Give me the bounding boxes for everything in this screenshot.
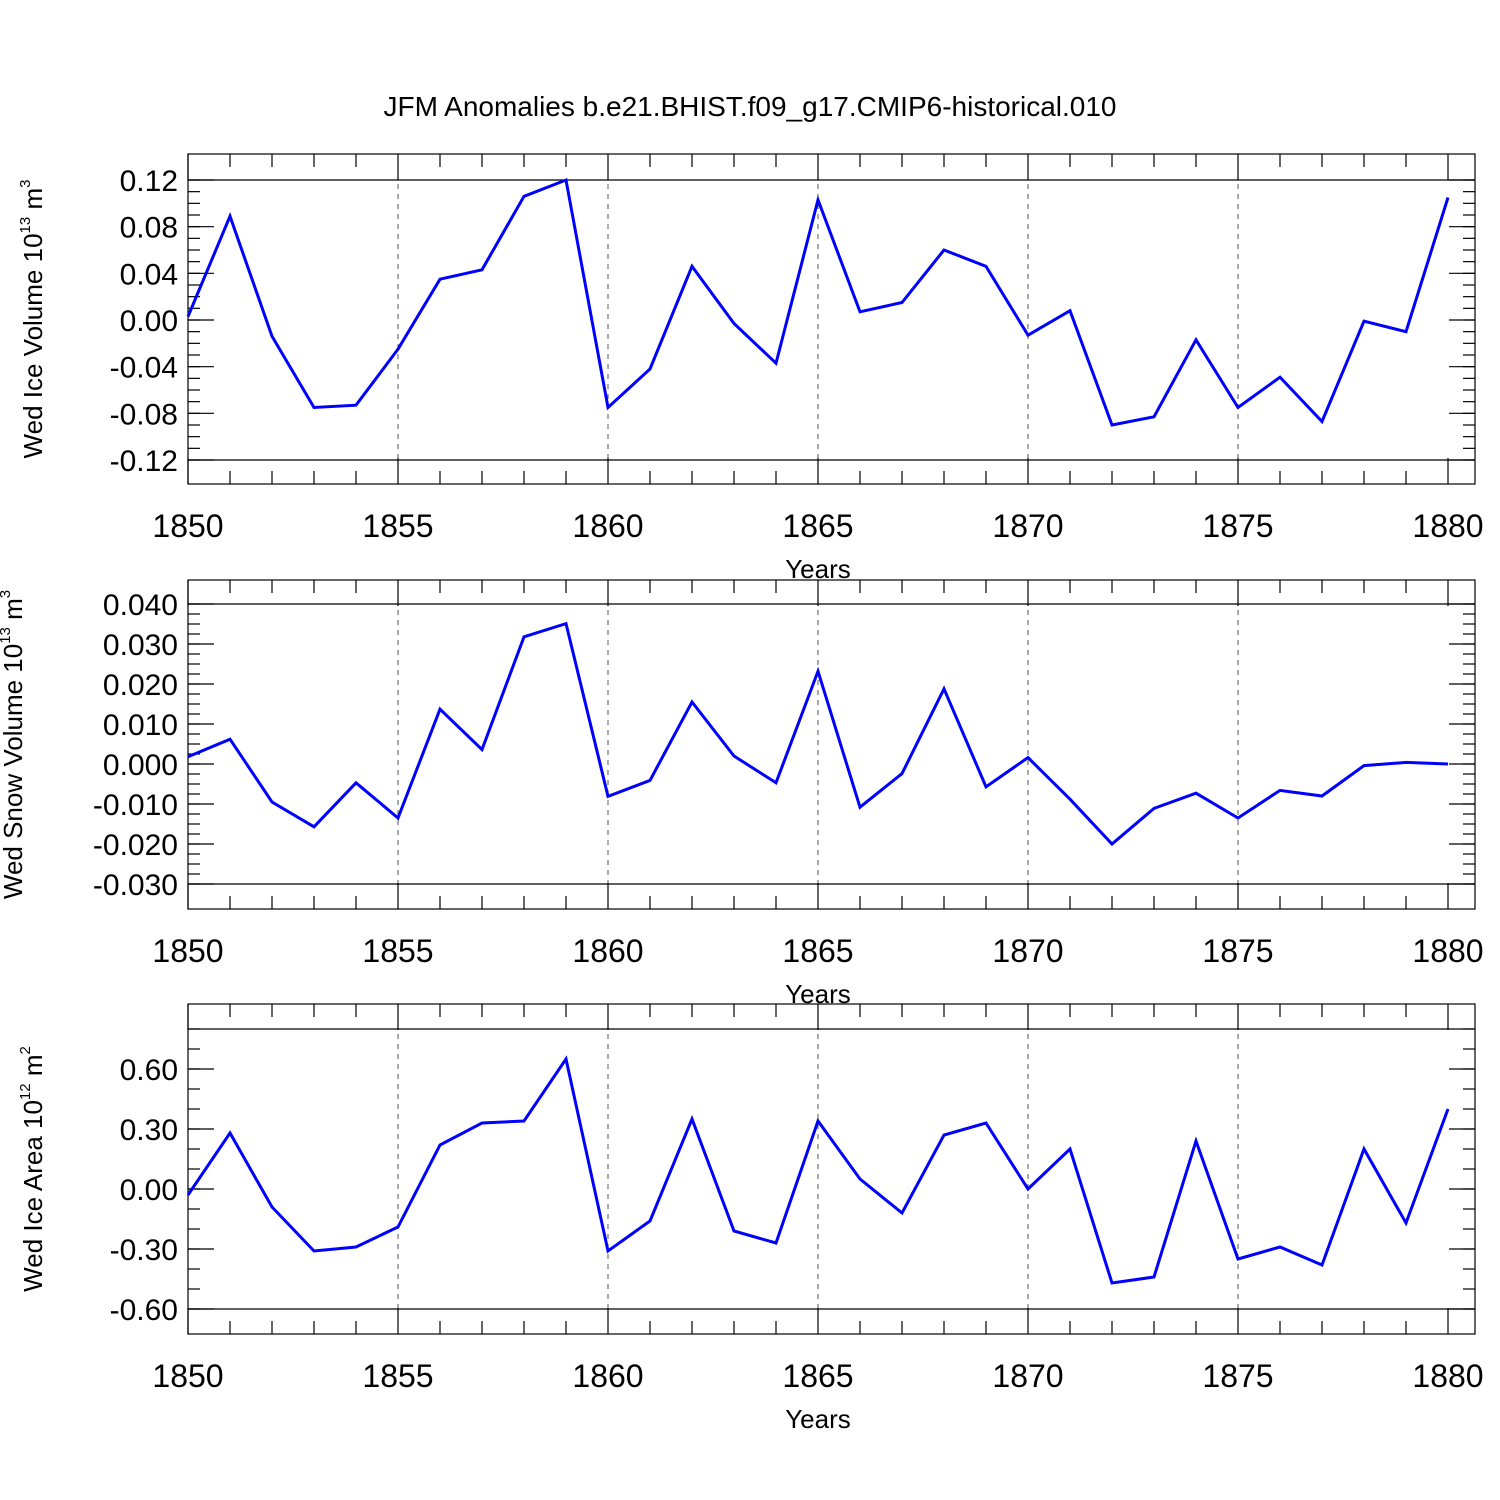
y-axis-label: Wed Ice Volume 1013 m3 — [17, 180, 48, 459]
x-tick-label: 1850 — [152, 508, 223, 544]
y-tick-label: -0.12 — [110, 445, 178, 478]
y-tick-label: -0.08 — [110, 398, 178, 431]
x-tick-label: 1855 — [362, 508, 433, 544]
y-tick-label: -0.60 — [110, 1294, 178, 1327]
panel-1: 1850 1855 1860 1865 1870 1875 1880 -0.12 -0.08 -0… — [17, 153, 1484, 584]
y-axis-label-unit: m — [18, 188, 48, 217]
x-tick-label: 1870 — [992, 508, 1063, 544]
y-tick-label: -0.030 — [93, 869, 178, 902]
x-tick-label: 1860 — [572, 508, 643, 544]
x-axis-label: Years — [785, 554, 851, 584]
x-tick-label: 1865 — [782, 933, 853, 969]
x-tick-label: 1875 — [1202, 508, 1273, 544]
plot-frame — [187, 579, 1476, 910]
x-tick-label: 1850 — [152, 933, 223, 969]
y-axis-label: Wed Snow Volume 1013 m3 — [0, 590, 28, 899]
x-tick-label: 1880 — [1412, 1358, 1483, 1394]
series-line — [186, 177, 1450, 427]
y-axis-label: Wed Ice Area 1012 m2 — [17, 1046, 48, 1292]
y-tick-label: 0.30 — [120, 1114, 178, 1147]
y-tick-label: 0.08 — [120, 212, 178, 245]
y-tick-label: 0.04 — [120, 258, 178, 291]
y-tick-label: 0.60 — [120, 1054, 178, 1087]
y-tick-label: 0.020 — [103, 669, 178, 702]
series-line — [187, 621, 1449, 847]
y-tick-label: 0.00 — [120, 1174, 178, 1207]
y-axis-label-text: Wed Snow Volume 10 — [0, 644, 28, 899]
y-tick-label: 0.12 — [120, 165, 178, 198]
y-axis-label-unit: m — [18, 1055, 48, 1084]
x-tick-label: 1880 — [1412, 933, 1483, 969]
x-tick-label: 1880 — [1412, 508, 1483, 544]
y-axis-label-unit: m — [0, 598, 28, 627]
x-tick-label: 1865 — [782, 508, 853, 544]
x-tick-label: 1875 — [1202, 1358, 1273, 1394]
y-axis-label-text: Wed Ice Volume 10 — [18, 233, 48, 458]
plot-frame — [187, 153, 1476, 485]
x-tick-label: 1860 — [572, 933, 643, 969]
y-axis-label-unit-exponent: 3 — [17, 180, 34, 188]
y-tick-label: 0.010 — [103, 709, 178, 742]
x-tick-label: 1865 — [782, 1358, 853, 1394]
y-tick-label: 0.030 — [103, 629, 178, 662]
x-axis-label: Years — [785, 1404, 851, 1434]
x-tick-label: 1855 — [362, 1358, 433, 1394]
x-tick-label: 1855 — [362, 933, 433, 969]
series-line — [186, 1055, 1450, 1285]
panel-3: 1850 1855 1860 1865 1870 1875 1880 -0.60 -0.30 0.… — [17, 1003, 1484, 1434]
y-axis-label-unit-exponent: 3 — [0, 590, 14, 598]
y-tick-label: -0.30 — [110, 1234, 178, 1267]
y-tick-label: 0.00 — [120, 305, 178, 338]
y-tick-label: 0.000 — [103, 749, 178, 782]
y-tick-label: -0.010 — [93, 789, 178, 822]
y-axis-label-exponent: 13 — [0, 627, 14, 644]
x-tick-label: 1850 — [152, 1358, 223, 1394]
figure-title: JFM Anomalies b.e21.BHIST.f09_g17.CMIP6-… — [383, 91, 1116, 122]
plot-frame — [187, 1003, 1476, 1335]
y-axis-label-unit-exponent: 2 — [17, 1046, 34, 1054]
x-tick-label: 1860 — [572, 1358, 643, 1394]
y-axis-label-exponent: 13 — [17, 217, 34, 234]
y-axis-label-text: Wed Ice Area 10 — [18, 1100, 48, 1292]
panel-2: 1850 1855 1860 1865 1870 1875 1880 -0.030 -0.020… — [0, 579, 1484, 1009]
x-tick-label: 1870 — [992, 933, 1063, 969]
y-tick-label: 0.040 — [103, 589, 178, 622]
y-tick-label: -0.04 — [110, 352, 178, 385]
y-tick-label: -0.020 — [93, 829, 178, 862]
x-tick-label: 1875 — [1202, 933, 1273, 969]
y-axis-label-exponent: 12 — [17, 1083, 34, 1100]
x-tick-label: 1870 — [992, 1358, 1063, 1394]
